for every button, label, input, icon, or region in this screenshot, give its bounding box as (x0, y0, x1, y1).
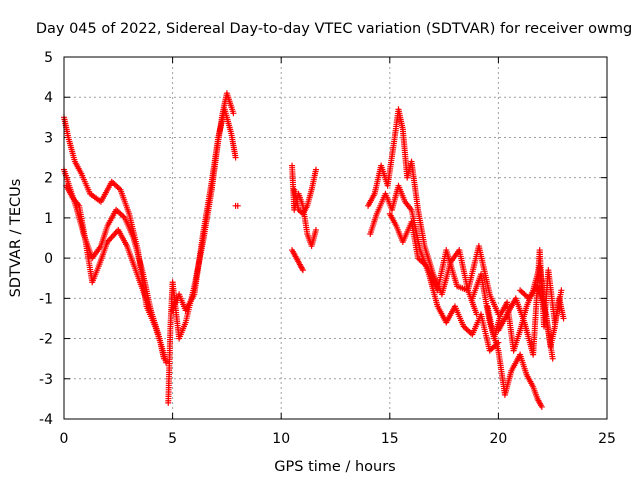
data-point (312, 226, 319, 233)
y-tick-label: -2 (39, 332, 53, 348)
data-points (61, 90, 567, 410)
x-axis-label: GPS time / hours (274, 459, 395, 475)
y-axis-label: SDTVAR / TECUs (8, 179, 24, 298)
data-point (160, 355, 167, 362)
y-tick-label: 4 (44, 90, 53, 106)
x-tick-label: 20 (489, 431, 507, 447)
data-point (299, 267, 306, 274)
x-tick-label: 0 (60, 431, 69, 447)
x-tick-label: 5 (168, 431, 177, 447)
data-point (538, 403, 545, 410)
y-tick-label: 1 (44, 211, 53, 227)
grid-lines (64, 57, 607, 419)
data-point (234, 202, 241, 209)
axis-ticks: 0 5 10 15 20 25 -4 -3 -2 -1 0 1 2 3 4 5 (39, 50, 616, 447)
y-tick-label: 3 (44, 130, 53, 146)
x-tick-label: 10 (272, 431, 290, 447)
x-tick-label: 15 (381, 431, 399, 447)
x-tick-label: 25 (598, 431, 616, 447)
chart-title: Day 045 of 2022, Sidereal Day-to-day VTE… (36, 21, 632, 37)
data-point (163, 359, 170, 366)
data-point (558, 287, 565, 294)
data-point-fill (299, 265, 306, 272)
data-point (156, 335, 163, 342)
y-tick-label: -1 (39, 291, 53, 307)
y-tick-label: -3 (39, 372, 53, 388)
data-point (230, 110, 237, 117)
plot-frame (63, 56, 608, 420)
data-point (232, 154, 239, 161)
y-tick-label: 2 (44, 171, 53, 187)
data-point (312, 166, 319, 173)
y-tick-label: 0 (44, 251, 53, 267)
data-point (560, 315, 567, 322)
y-tick-label: 5 (44, 50, 53, 66)
data-point (549, 355, 556, 362)
y-tick-label: -4 (39, 412, 53, 428)
